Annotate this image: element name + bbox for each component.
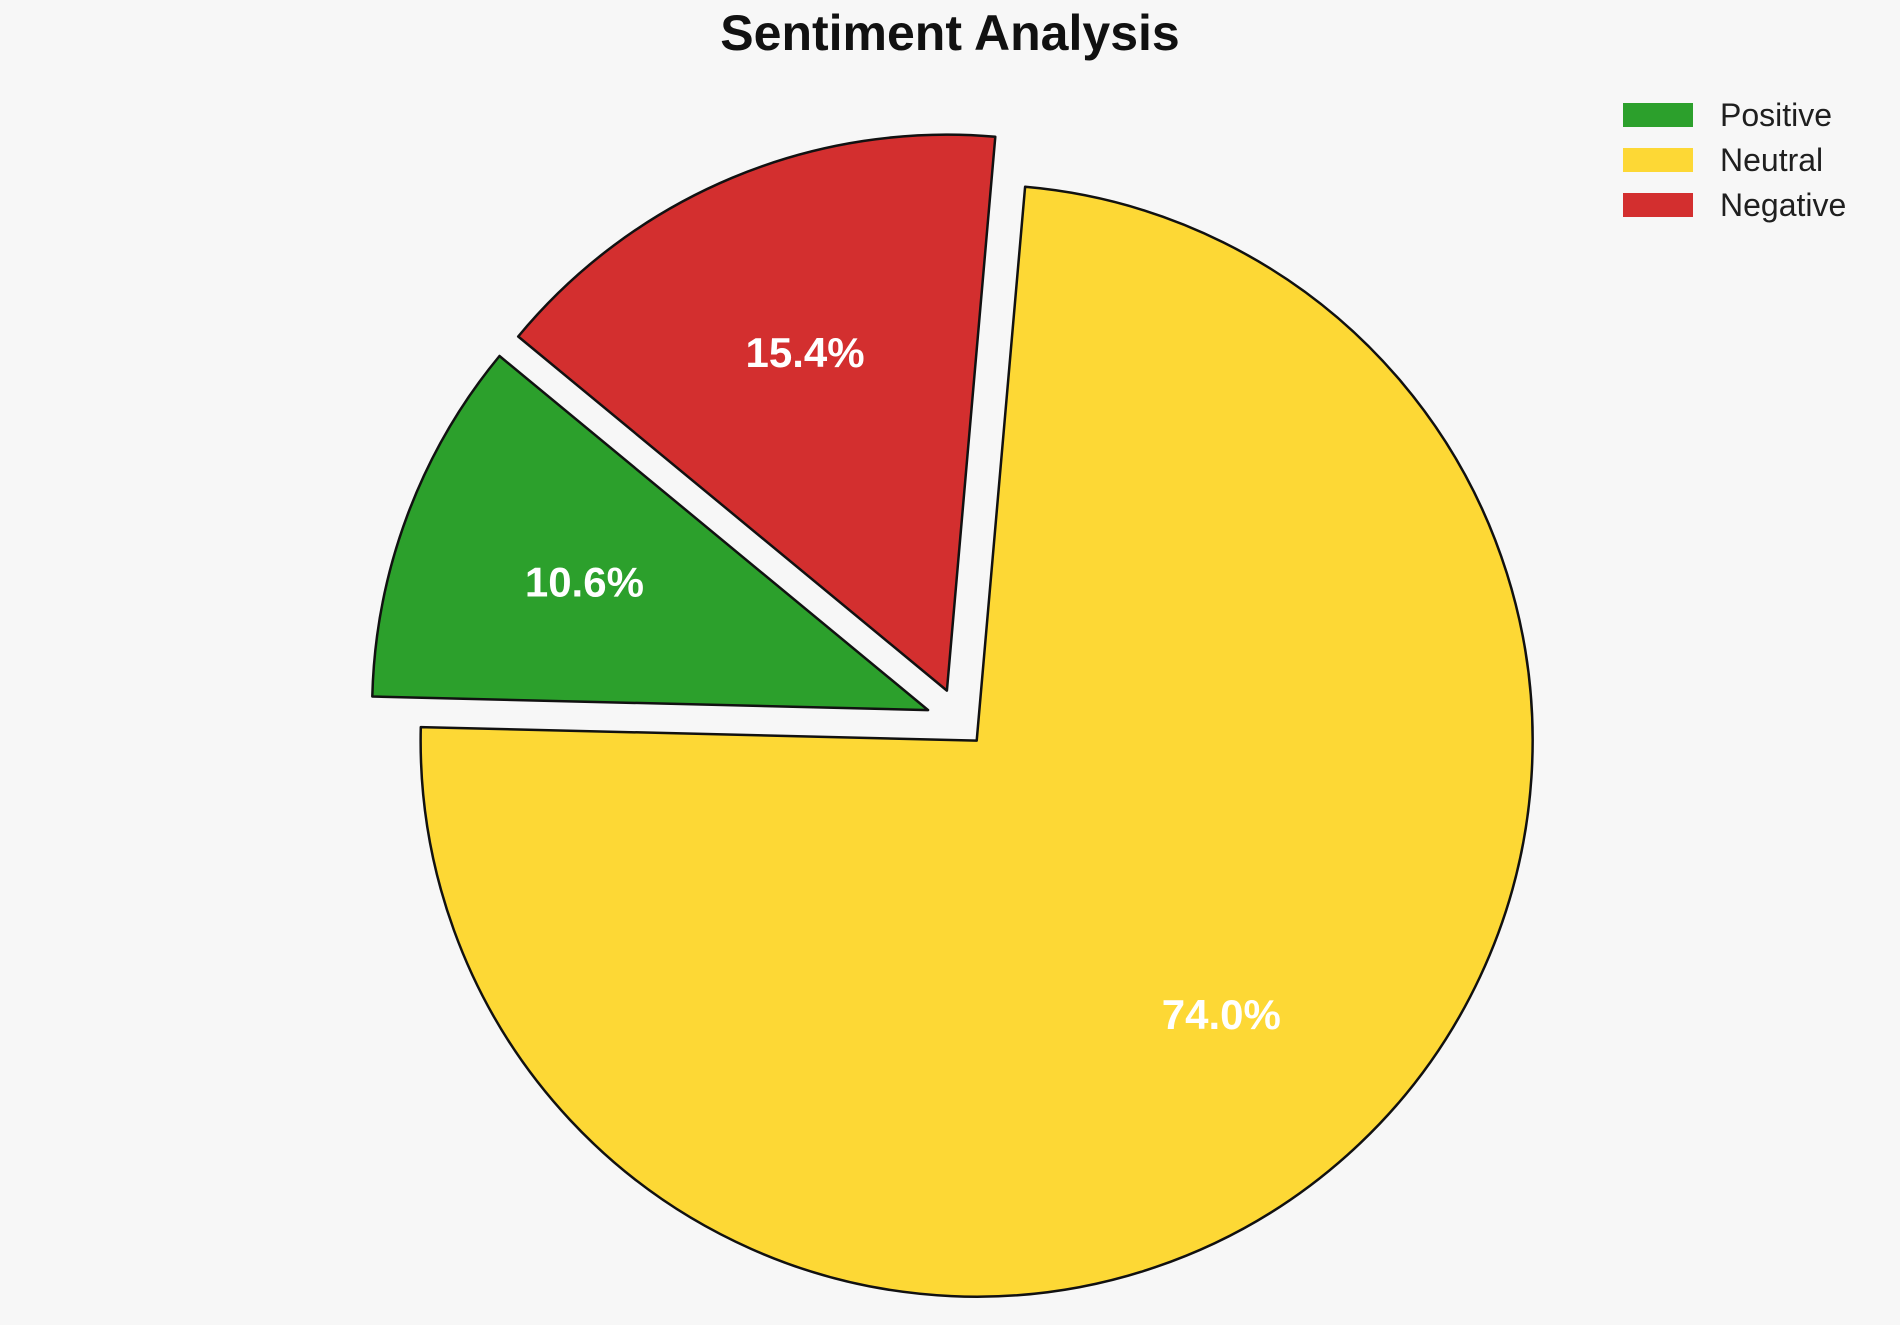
pie-slice-neutral (419, 185, 1534, 1298)
legend-item-positive: Positive (1623, 99, 1846, 131)
legend-item-neutral: Neutral (1623, 144, 1846, 176)
pie-slice-negative (516, 133, 997, 692)
pie-slice-positive (371, 354, 930, 712)
legend-label-negative: Negative (1720, 187, 1847, 223)
pct-label-neutral: 74.0% (1162, 991, 1281, 1038)
legend-label-positive: Positive (1720, 97, 1833, 133)
legend-item-negative: Negative (1623, 189, 1846, 221)
legend-swatch-neutral (1623, 148, 1693, 172)
legend-swatch-positive (1623, 103, 1693, 127)
chart-title: Sentiment Analysis (720, 5, 1180, 61)
legend-label-neutral: Neutral (1720, 142, 1824, 178)
pct-label-positive: 10.6% (525, 559, 644, 606)
pct-label-negative: 15.4% (746, 329, 865, 376)
legend-swatch-negative (1623, 193, 1693, 217)
legend: Positive Neutral Negative (1623, 99, 1846, 238)
